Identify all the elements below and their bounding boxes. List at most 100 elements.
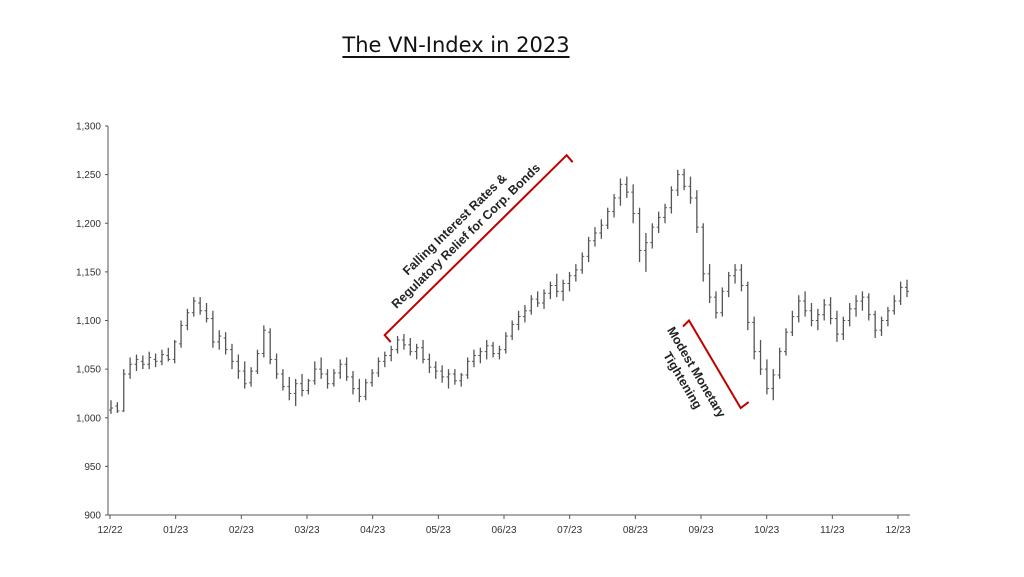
ohlc-bar <box>516 310 521 331</box>
ohlc-bar <box>701 223 706 282</box>
ohlc-bar <box>497 345 502 360</box>
annotation-label: Modest MonetaryTightening <box>650 324 728 428</box>
ohlc-bar <box>580 252 585 274</box>
y-tick-label: 1,200 <box>76 219 101 230</box>
annotation-bracket <box>682 318 750 410</box>
ohlc-bar <box>140 355 145 370</box>
x-tick-label: 10/23 <box>754 525 779 536</box>
ohlc-bar <box>854 295 859 317</box>
ohlc-bar <box>471 349 476 368</box>
ohlc-bar <box>707 264 712 303</box>
ohlc-bar <box>726 271 731 298</box>
ohlc-bar <box>586 236 591 263</box>
ohlc-bar <box>656 211 661 233</box>
ohlc-bar <box>433 361 438 379</box>
ohlc-bar <box>121 369 126 412</box>
ohlc-bar <box>758 339 763 375</box>
ohlc-bar <box>408 338 413 356</box>
x-tick-label: 06/23 <box>491 525 516 536</box>
y-tick-label: 900 <box>84 511 101 522</box>
ohlc-bar <box>510 320 515 340</box>
ohlc-bar <box>815 308 820 331</box>
ohlc-bar <box>631 184 636 224</box>
ohlc-bar <box>159 349 164 366</box>
ohlc-bar <box>860 291 865 311</box>
ohlc-bar <box>452 369 457 385</box>
ohlc-bar <box>293 378 298 407</box>
ohlc-bar <box>198 297 203 315</box>
x-tick-label: 11/23 <box>820 525 845 536</box>
ohlc-bar <box>344 357 349 381</box>
ohlc-bar <box>720 287 725 317</box>
ohlc-bar <box>153 353 158 368</box>
x-tick-label: 03/23 <box>294 525 319 536</box>
ohlc-bar <box>370 369 375 387</box>
ohlc-bar <box>834 310 839 342</box>
x-tick-label: 02/23 <box>229 525 254 536</box>
ohlc-bar <box>752 316 757 360</box>
ohlc-bar <box>300 373 305 397</box>
x-tick-label: 04/23 <box>360 525 385 536</box>
ohlc-bar <box>166 347 171 362</box>
annotation-bracket <box>383 153 574 343</box>
ohlc-bar <box>777 347 782 379</box>
ohlc-bar <box>841 316 846 340</box>
annotation-monetary-tightening: Modest MonetaryTightening <box>650 318 750 428</box>
x-tick-label: 07/23 <box>557 525 582 536</box>
ohlc-bar <box>764 359 769 395</box>
ohlc-bar <box>217 330 222 350</box>
ohlc-bar <box>223 332 228 355</box>
ohlc-bar <box>427 353 432 374</box>
ohlc-bar <box>803 291 808 317</box>
ohlc-bar <box>592 227 597 247</box>
ohlc-bar <box>134 354 139 372</box>
ohlc-bar <box>605 207 610 230</box>
ohlc-bar <box>210 310 215 348</box>
ohlc-bar <box>363 378 368 401</box>
ohlc-bar <box>147 351 152 370</box>
ohlc-bar <box>484 339 489 360</box>
ohlc-bar <box>548 281 553 300</box>
x-tick-label: 08/23 <box>623 525 648 536</box>
ohlc-bar <box>459 373 464 387</box>
ohlc-bar <box>898 281 903 305</box>
ohlc-bar <box>491 341 496 358</box>
ohlc-bar <box>382 351 387 368</box>
ohlc-bar <box>268 328 273 365</box>
ohlc-bar <box>694 190 699 233</box>
ohlc-bar <box>554 273 559 298</box>
ohlc-bar <box>618 178 623 206</box>
ohlc-bar <box>739 264 744 292</box>
ohlc-bar <box>573 264 578 282</box>
ohlc-bar <box>242 361 247 389</box>
ohlc-bar <box>567 271 572 292</box>
ohlc-bar <box>879 316 884 337</box>
ohlc-bar <box>421 339 426 364</box>
x-tick-label: 12/22 <box>97 525 122 536</box>
ohlc-bar <box>331 369 336 387</box>
ohlc-bar <box>255 349 260 374</box>
ohlc-bar <box>357 378 362 403</box>
x-tick-label: 12/23 <box>885 525 910 536</box>
ohlc-bar <box>179 320 184 348</box>
ohlc-bar <box>847 302 852 327</box>
ohlc-bar <box>319 357 324 379</box>
ohlc-bar <box>796 295 801 323</box>
ohlc-bar <box>663 203 668 224</box>
ohlc-bar <box>650 223 655 249</box>
ohlc-bar <box>376 357 381 377</box>
x-tick-label: 05/23 <box>426 525 451 536</box>
x-tick-label: 01/23 <box>163 525 188 536</box>
ohlc-bar <box>784 328 789 356</box>
ohlc-bar <box>669 186 674 214</box>
ohlc-bar <box>809 302 814 327</box>
ohlc-bar <box>440 365 445 383</box>
ohlc-bar <box>261 325 266 358</box>
ohlc-bar <box>885 306 890 327</box>
ohlc-bar <box>745 281 750 331</box>
y-tick-label: 1,150 <box>76 267 101 278</box>
ohlc-bar <box>350 371 355 395</box>
ohlc-bar <box>599 219 604 239</box>
ohlc-bar <box>675 169 680 197</box>
y-tick-label: 1,250 <box>76 170 101 181</box>
